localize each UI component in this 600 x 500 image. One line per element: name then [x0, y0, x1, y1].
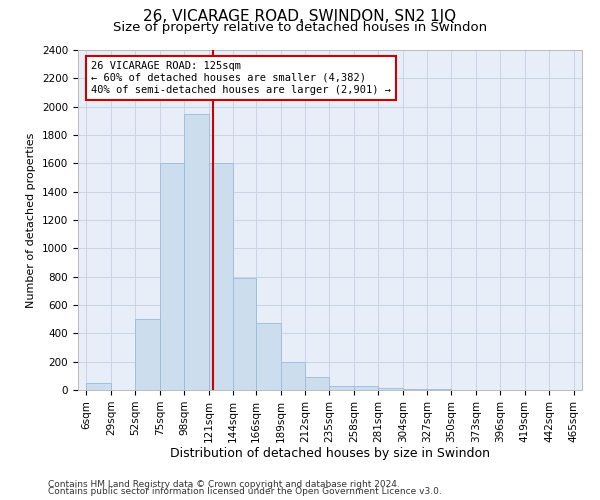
Bar — [135, 319, 160, 390]
Y-axis label: Number of detached properties: Number of detached properties — [26, 132, 37, 308]
Bar — [281, 362, 305, 390]
Bar — [160, 164, 184, 390]
Text: 26, VICARAGE ROAD, SWINDON, SN2 1JQ: 26, VICARAGE ROAD, SWINDON, SN2 1JQ — [143, 9, 457, 24]
Bar — [329, 386, 354, 390]
Text: 26 VICARAGE ROAD: 125sqm
← 60% of detached houses are smaller (4,382)
40% of sem: 26 VICARAGE ROAD: 125sqm ← 60% of detach… — [91, 62, 391, 94]
Text: Contains public sector information licensed under the Open Government Licence v3: Contains public sector information licen… — [48, 488, 442, 496]
Bar — [256, 324, 281, 390]
Text: Contains HM Land Registry data © Crown copyright and database right 2024.: Contains HM Land Registry data © Crown c… — [48, 480, 400, 489]
Bar — [233, 278, 256, 390]
Bar — [86, 383, 111, 390]
X-axis label: Distribution of detached houses by size in Swindon: Distribution of detached houses by size … — [170, 448, 490, 460]
Bar — [378, 388, 403, 390]
Bar — [305, 378, 329, 390]
Bar — [403, 389, 427, 390]
Bar — [209, 164, 233, 390]
Bar — [354, 386, 378, 390]
Text: Size of property relative to detached houses in Swindon: Size of property relative to detached ho… — [113, 22, 487, 35]
Bar — [184, 114, 209, 390]
